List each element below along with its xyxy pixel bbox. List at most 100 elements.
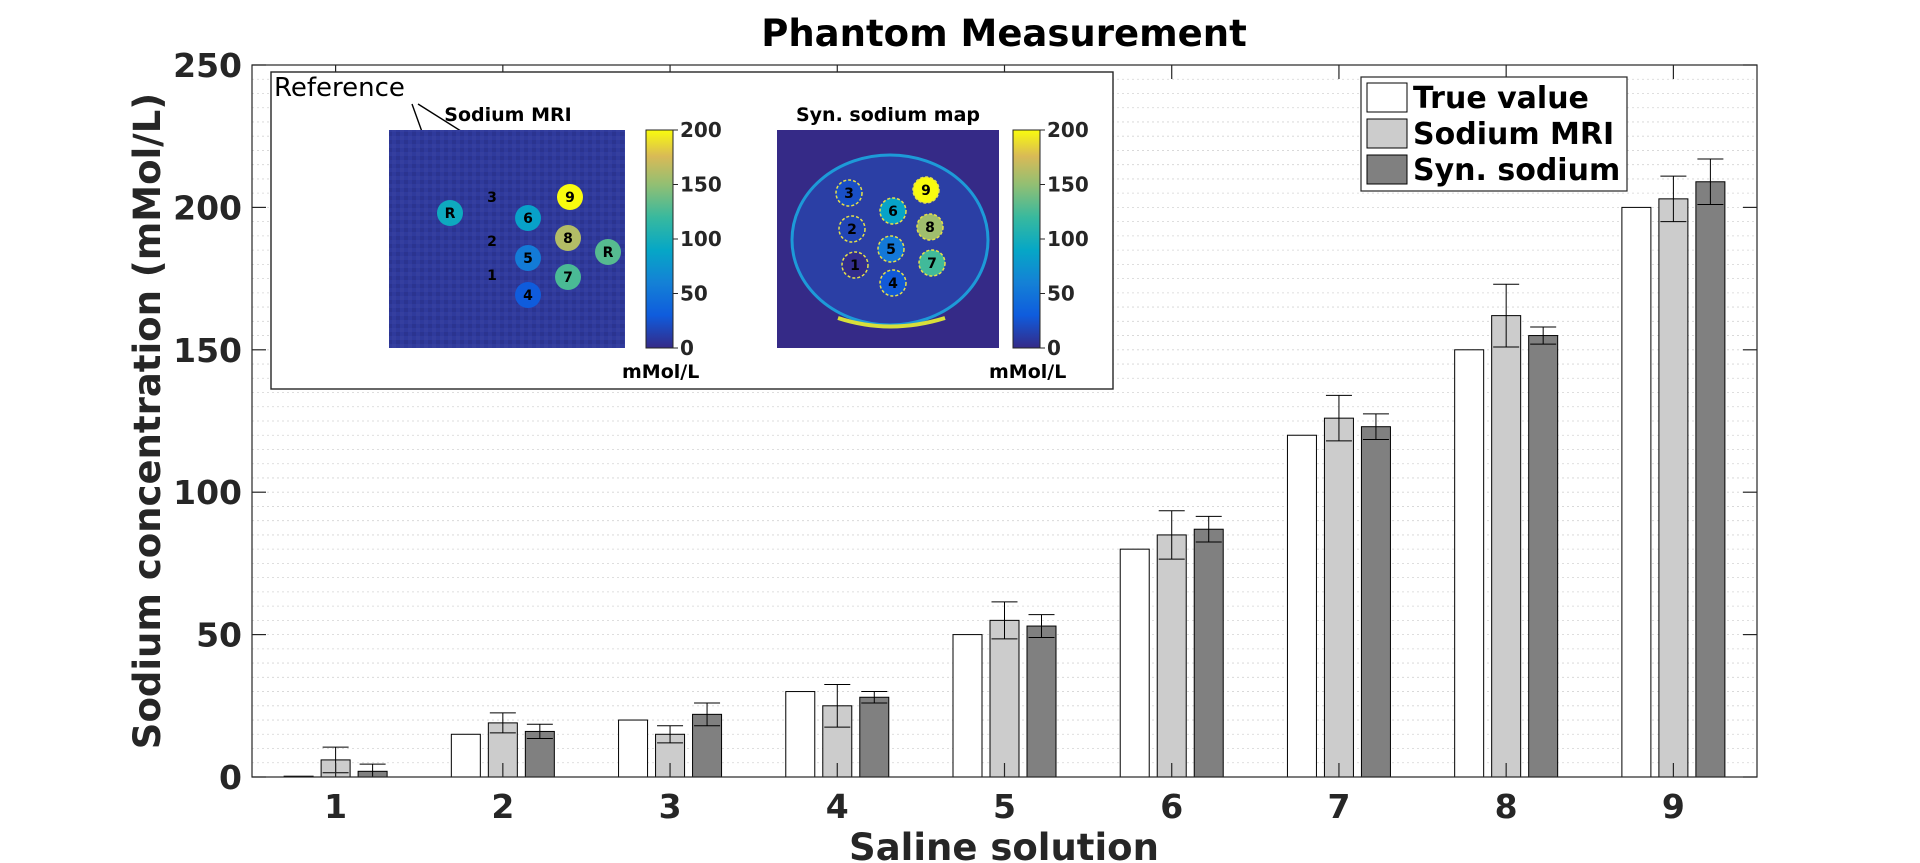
x-tick-label: 3 — [659, 787, 682, 826]
map2-circle — [835, 179, 863, 207]
chart-title: Phantom Measurement — [761, 12, 1247, 55]
map2-circle-label: 1 — [850, 258, 860, 274]
bar-true-value-6 — [1119, 548, 1150, 778]
colorbar-tick-label: 50 — [680, 282, 708, 306]
x-tick-label: 8 — [1495, 787, 1518, 826]
bar-sodium-mri-9 — [1658, 198, 1689, 778]
legend-swatch — [1366, 154, 1408, 185]
x-tick-label: 7 — [1327, 787, 1350, 826]
legend-label: Syn. sodium — [1413, 153, 1620, 188]
map1-circles: R R 1 2 3 4 5 6 7 8 9 — [437, 184, 621, 308]
map1-circle-label: 1 — [487, 268, 497, 284]
map1-circle-label: 8 — [563, 231, 573, 247]
map1-colorbar-unit: mMol/L — [622, 361, 699, 383]
map1-circle — [437, 200, 463, 226]
bar-true-value-7 — [1286, 434, 1317, 778]
legend-swatch — [1366, 82, 1408, 113]
map1-circle-label: 9 — [565, 190, 575, 206]
map2-colorbar — [1012, 129, 1041, 349]
map1-circle — [515, 282, 541, 308]
map1-colorbar — [645, 129, 674, 349]
colorbar-tick-label: 200 — [680, 118, 722, 142]
map2-circle — [916, 213, 944, 241]
map1-circle — [515, 205, 541, 231]
bar-true-value-2 — [450, 733, 481, 778]
map1-circle-label: 5 — [523, 251, 533, 267]
legend-label: True value — [1413, 81, 1589, 116]
map1-circle-label: 3 — [487, 190, 497, 206]
colorbar-tick-label: 150 — [680, 173, 722, 197]
bar-true-value-3 — [618, 719, 649, 778]
map2-phantom-rim-hot — [837, 316, 946, 329]
map1-circle — [595, 239, 621, 265]
x-tick-label: 4 — [826, 787, 849, 826]
map2-circle — [877, 235, 905, 263]
map2-circles: 1 2 3 4 5 6 7 8 9 — [835, 176, 946, 297]
map2-circle — [879, 197, 907, 225]
y-tick-label: 50 — [196, 616, 242, 655]
map1-title: Sodium MRI — [444, 104, 571, 126]
map2-circle — [912, 176, 940, 204]
map2-circle-label: 2 — [847, 222, 857, 238]
map2-circle-label: 9 — [921, 183, 931, 199]
x-tick-label: 2 — [491, 787, 514, 826]
map1-circle — [555, 264, 581, 290]
map1-circle-label: 6 — [523, 211, 533, 227]
map1-circle-label: 4 — [523, 288, 533, 304]
map1-circle — [515, 245, 541, 271]
map2-title: Syn. sodium map — [796, 104, 980, 126]
map2-circle-label: 4 — [888, 276, 898, 292]
bar-true-value-5 — [952, 634, 983, 778]
x-tick-label: 9 — [1662, 787, 1685, 826]
map2-circle-label: 8 — [925, 220, 935, 236]
map1-circle — [555, 225, 581, 251]
bar-syn-sodium-4 — [859, 696, 890, 778]
reference-label: Reference — [274, 73, 405, 103]
map2-circle — [838, 215, 866, 243]
colorbar-tick-label: 100 — [1047, 227, 1089, 251]
map2-circle-label: 3 — [844, 186, 854, 202]
bar-sodium-mri-7 — [1323, 417, 1354, 778]
map1-circle — [557, 184, 583, 210]
x-tick-label: 1 — [324, 787, 347, 826]
x-axis-label: Saline solution — [849, 826, 1159, 863]
bars-layer — [283, 158, 1726, 778]
x-axis-ticks: 1 2 3 4 5 6 7 8 9 — [324, 65, 1685, 826]
colorbar-tick-label: 100 — [680, 227, 722, 251]
colorbar-tick-label: 50 — [1047, 282, 1075, 306]
map2-circle — [918, 249, 946, 277]
bar-syn-sodium-6 — [1193, 528, 1224, 778]
y-axis-label: Sodium concentration (mMol/L) — [126, 93, 169, 749]
map1-image — [389, 130, 625, 348]
legend-swatch — [1366, 118, 1408, 149]
colorbar-tick-label: 150 — [1047, 173, 1089, 197]
map2-colorbar-ticks: 200 150 100 50 0 — [1040, 118, 1089, 360]
map1-circle-label: 2 — [487, 234, 497, 250]
map1-circle-label: R — [603, 245, 614, 261]
colorbar-tick-label: 0 — [1047, 336, 1061, 360]
map2-circle — [879, 269, 907, 297]
bar-true-value-4 — [785, 691, 816, 778]
y-tick-label: 200 — [173, 188, 242, 227]
map1-circle-label: R — [445, 206, 456, 222]
map2-colorbar-unit: mMol/L — [989, 361, 1066, 383]
y-tick-label: 150 — [173, 331, 242, 370]
map1-circle-label: 7 — [563, 270, 573, 286]
colorbar-tick-label: 0 — [680, 336, 694, 360]
bar-sodium-mri-8 — [1491, 315, 1522, 778]
bar-sodium-mri-5 — [989, 619, 1020, 778]
y-tick-label: 0 — [219, 758, 242, 797]
bar-syn-sodium-8 — [1528, 335, 1559, 778]
map2-circle-label: 5 — [886, 242, 896, 258]
map1-colorbar-ticks: 200 150 100 50 0 — [673, 118, 722, 360]
bar-syn-sodium-5 — [1026, 625, 1057, 778]
map2-circle-label: 6 — [888, 204, 898, 220]
y-tick-label: 250 — [173, 46, 242, 85]
colorbar-tick-label: 200 — [1047, 118, 1089, 142]
bar-syn-sodium-7 — [1360, 426, 1391, 778]
bar-syn-sodium-9 — [1695, 181, 1726, 778]
